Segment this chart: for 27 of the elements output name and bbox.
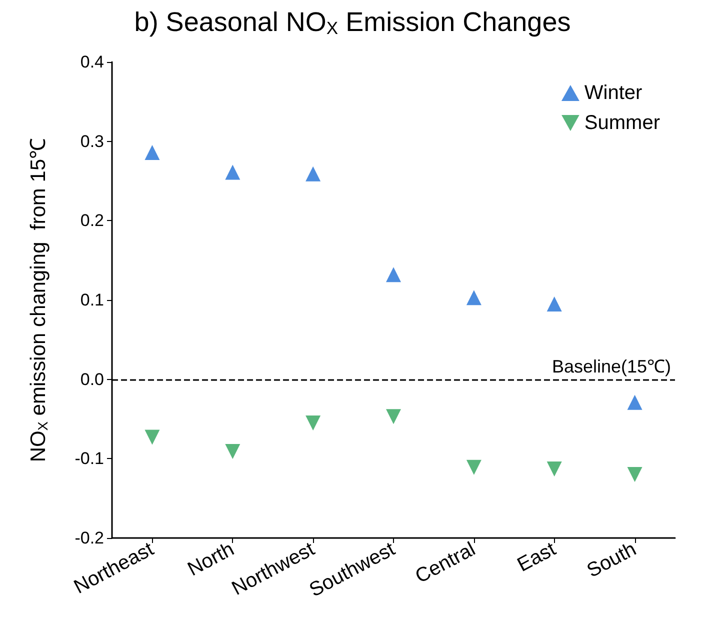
- y-tick-label: 0.3: [80, 132, 104, 151]
- point: [225, 164, 240, 180]
- point: [306, 415, 321, 430]
- point: [144, 144, 160, 160]
- ref-line-label: Baseline(15℃): [552, 356, 671, 376]
- point: [546, 296, 562, 312]
- point: [627, 394, 642, 410]
- point: [386, 409, 401, 424]
- y-tick-label: -0.1: [74, 449, 104, 468]
- y-tick-label: 0.0: [80, 370, 104, 389]
- y-tick-label: 0.1: [80, 290, 104, 310]
- y-tick-label: -0.2: [74, 528, 104, 548]
- x-tick-label: East: [514, 538, 560, 576]
- y-axis-title: NOX emission changing from 15℃: [26, 138, 50, 462]
- x-tick-label: South: [583, 538, 640, 582]
- point: [144, 430, 160, 445]
- point: [306, 166, 321, 182]
- point: [627, 467, 642, 482]
- point: [386, 267, 401, 282]
- point: [546, 461, 562, 476]
- y-tick-label: 0.4: [80, 52, 104, 72]
- point: [466, 460, 482, 475]
- y-tick-label: 0.2: [80, 211, 104, 230]
- legend-label: Summer: [584, 112, 660, 134]
- legend-label: Winter: [584, 82, 643, 104]
- point: [466, 290, 482, 306]
- point: [225, 444, 240, 460]
